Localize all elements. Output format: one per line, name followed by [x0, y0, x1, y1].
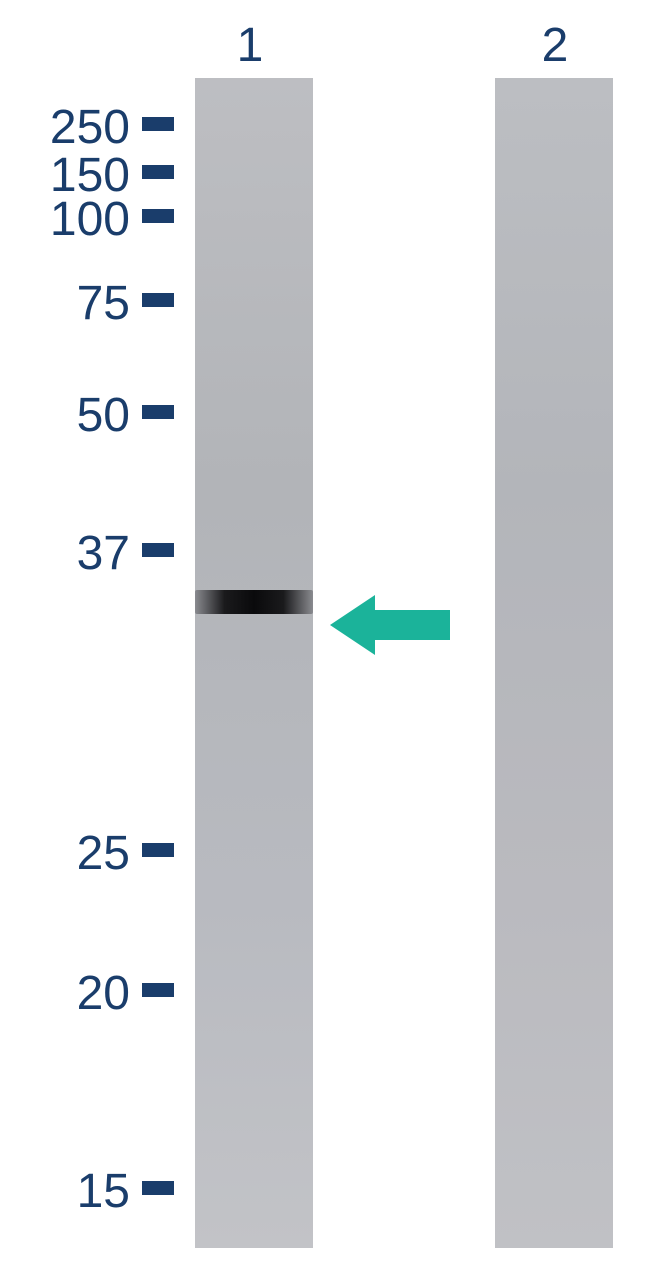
mw-tick-100: [142, 209, 174, 223]
mw-tick-50: [142, 405, 174, 419]
mw-tick-25: [142, 843, 174, 857]
protein-band-main: [195, 590, 313, 614]
mw-label-37: 37: [10, 526, 130, 581]
mw-label-75: 75: [10, 276, 130, 331]
lane-label-2: 2: [535, 18, 575, 73]
mw-label-25: 25: [10, 826, 130, 881]
mw-label-50: 50: [10, 388, 130, 443]
lane-2: [495, 78, 613, 1248]
lane-label-1: 1: [230, 18, 270, 73]
mw-label-15: 15: [10, 1164, 130, 1219]
mw-tick-15: [142, 1181, 174, 1195]
arrow-icon: [330, 595, 450, 655]
mw-label-250: 250: [10, 100, 130, 155]
mw-tick-150: [142, 165, 174, 179]
mw-label-20: 20: [10, 966, 130, 1021]
mw-tick-37: [142, 543, 174, 557]
western-blot-figure: 1 2 250 150 100 75 50 37 25 20 15: [0, 0, 650, 1270]
mw-tick-20: [142, 983, 174, 997]
mw-label-100: 100: [10, 192, 130, 247]
lane-1: [195, 78, 313, 1248]
mw-tick-250: [142, 117, 174, 131]
mw-tick-75: [142, 293, 174, 307]
band-pointer-arrow: [330, 595, 450, 655]
